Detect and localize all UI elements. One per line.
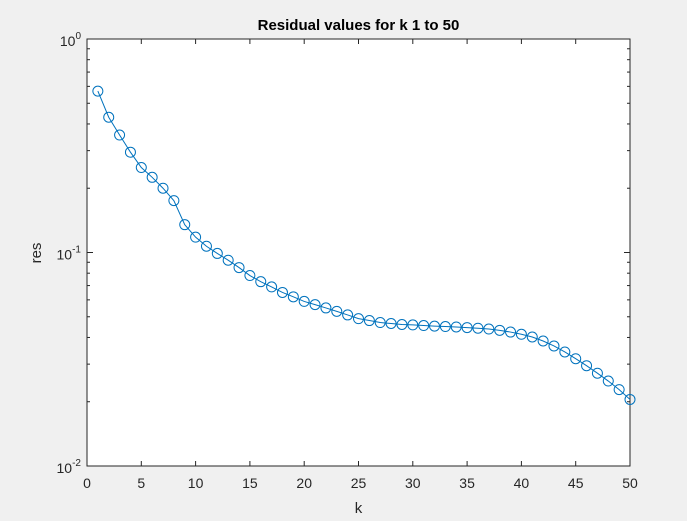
x-tick-label: 45 bbox=[568, 475, 584, 491]
data-point bbox=[114, 129, 126, 141]
data-point bbox=[439, 321, 451, 333]
data-point bbox=[222, 254, 234, 266]
x-tick-label: 5 bbox=[137, 475, 145, 491]
x-tick-label: 35 bbox=[459, 475, 475, 491]
data-point bbox=[591, 367, 603, 379]
data-point bbox=[179, 219, 191, 231]
data-point bbox=[331, 305, 343, 317]
data-point bbox=[124, 146, 136, 158]
data-point bbox=[266, 281, 278, 293]
data-point bbox=[407, 319, 419, 331]
data-point bbox=[233, 262, 245, 274]
data-point bbox=[298, 295, 310, 307]
x-tick-label: 50 bbox=[622, 475, 638, 491]
data-point bbox=[581, 360, 593, 372]
data-point bbox=[157, 182, 169, 194]
y-tick-label: 10-2 bbox=[57, 458, 82, 476]
series-layer bbox=[92, 85, 636, 405]
x-tick-label: 40 bbox=[514, 475, 530, 491]
data-point bbox=[613, 384, 625, 396]
data-point bbox=[190, 231, 202, 243]
x-tick-label: 20 bbox=[296, 475, 312, 491]
axes-layer: 0 5 10 15 20 25 30 35 40 45 50 100 10-1 10-2 bbox=[57, 31, 638, 491]
data-point bbox=[548, 340, 560, 352]
data-point bbox=[494, 324, 506, 336]
data-point bbox=[429, 320, 441, 332]
data-point bbox=[537, 335, 549, 347]
data-point bbox=[135, 162, 147, 174]
data-point bbox=[255, 276, 267, 288]
x-tick-label: 30 bbox=[405, 475, 421, 491]
data-point bbox=[146, 171, 158, 183]
data-point bbox=[472, 322, 484, 334]
data-point bbox=[103, 111, 115, 123]
x-axis-label: k bbox=[355, 500, 363, 517]
data-point bbox=[602, 375, 614, 387]
data-point bbox=[505, 326, 517, 338]
data-point bbox=[211, 247, 223, 259]
x-tick-label: 15 bbox=[242, 475, 258, 491]
data-point bbox=[385, 317, 397, 329]
data-point bbox=[559, 346, 571, 358]
data-point bbox=[200, 240, 212, 252]
data-point bbox=[570, 353, 582, 365]
data-point bbox=[515, 328, 527, 340]
x-tick-label: 10 bbox=[188, 475, 204, 491]
data-point bbox=[244, 270, 256, 282]
data-point bbox=[418, 320, 430, 332]
plot-area bbox=[87, 39, 630, 466]
data-point bbox=[276, 286, 288, 298]
data-point bbox=[363, 315, 375, 327]
x-tick-label: 0 bbox=[83, 475, 91, 491]
x-tick-label: 25 bbox=[351, 475, 367, 491]
y-tick-label: 100 bbox=[60, 31, 82, 49]
data-point bbox=[450, 321, 462, 333]
data-point bbox=[92, 85, 104, 97]
y-axis-label: res bbox=[28, 243, 45, 264]
data-point bbox=[287, 291, 299, 303]
data-point bbox=[396, 319, 408, 331]
data-point bbox=[483, 323, 495, 335]
series-line bbox=[97, 90, 631, 400]
data-point bbox=[342, 309, 354, 321]
data-point bbox=[624, 393, 636, 405]
y-tick-label: 10-1 bbox=[57, 245, 82, 263]
data-point bbox=[374, 317, 386, 329]
data-point bbox=[320, 302, 332, 314]
data-point bbox=[461, 322, 473, 334]
data-point bbox=[168, 195, 180, 207]
chart-title: Residual values for k 1 to 50 bbox=[258, 17, 460, 34]
data-point bbox=[353, 313, 364, 325]
data-point bbox=[309, 299, 321, 311]
data-point bbox=[526, 331, 538, 343]
